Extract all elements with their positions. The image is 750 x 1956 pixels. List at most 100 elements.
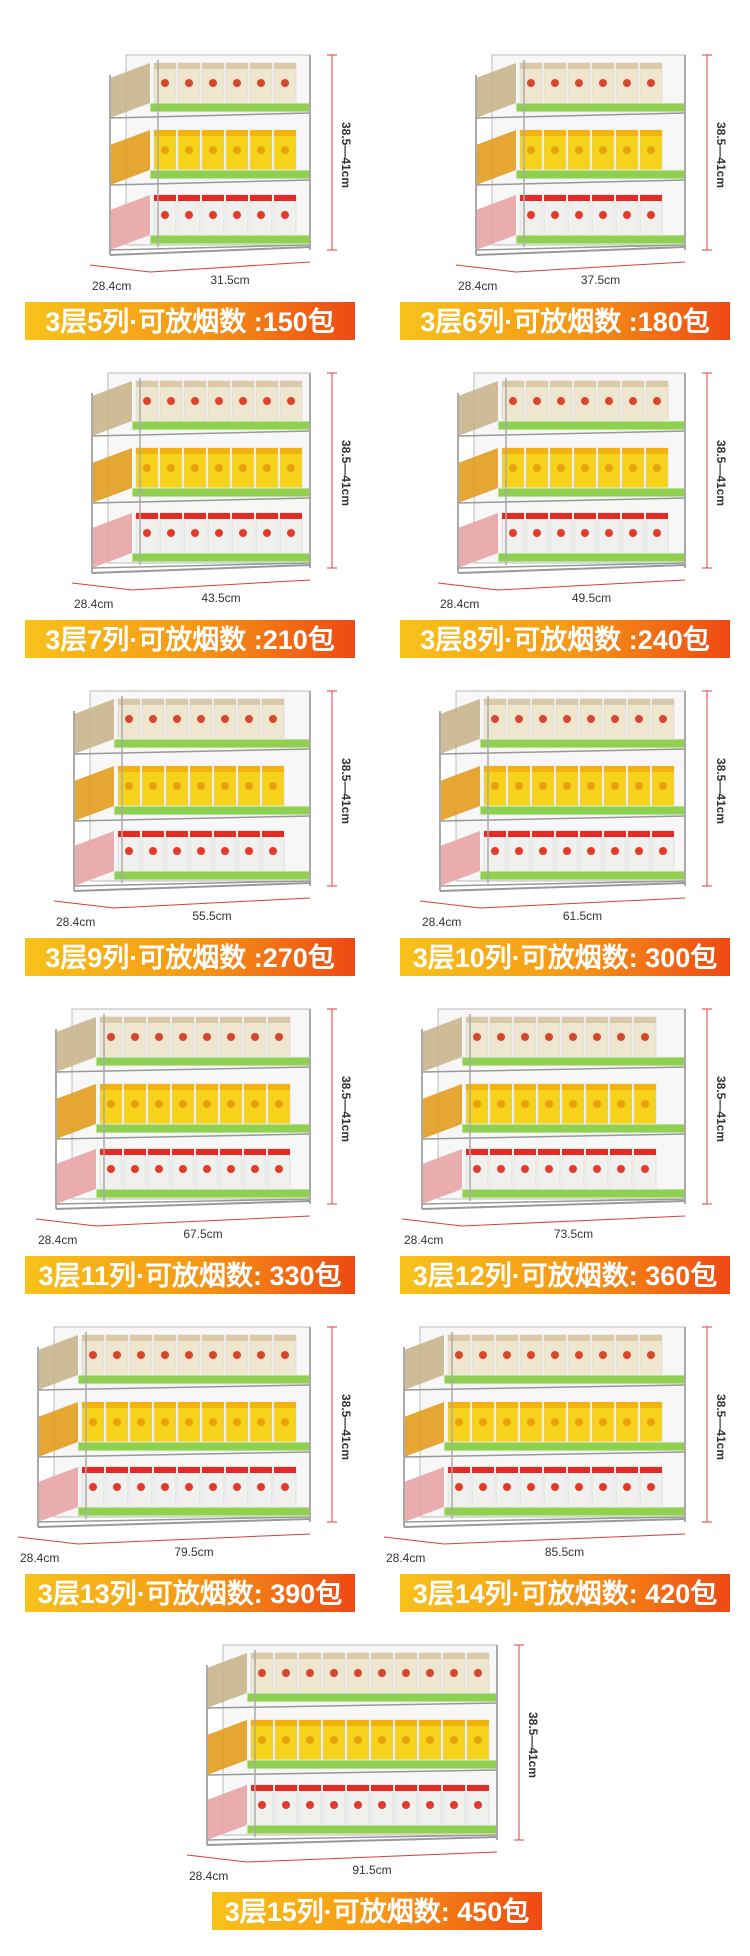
pack-logo — [521, 1033, 529, 1041]
price-strip — [95, 1056, 311, 1067]
pack-logo — [306, 1669, 314, 1677]
banner-text: 3层15列·可放烟数: 450包 — [225, 1896, 530, 1927]
pack-logo — [179, 1100, 187, 1108]
depth-label: 28.4cm — [404, 1233, 443, 1247]
product-card: 28.4cm 31.5cm 38.5—41cm 3层5列·可放烟数 :150包 — [25, 54, 355, 340]
depth-line — [455, 264, 517, 273]
pack-logo — [551, 211, 559, 219]
pack-top — [256, 513, 278, 519]
depth-line — [383, 1536, 445, 1545]
pack-logo — [599, 211, 607, 219]
pack-logo — [515, 847, 523, 855]
pack-top — [395, 1653, 417, 1659]
pack-logo — [191, 464, 199, 472]
pack-logo — [503, 1483, 511, 1491]
pack-top — [616, 195, 638, 201]
pack-logo — [131, 1033, 139, 1041]
shelf-edge — [91, 497, 311, 504]
shelf-side — [458, 513, 498, 568]
pack-top — [130, 1335, 152, 1341]
pack-logo — [587, 847, 595, 855]
depth-line — [53, 900, 115, 909]
pack-logo — [509, 529, 517, 537]
pack-top — [251, 1785, 273, 1791]
pack-top — [82, 1335, 104, 1341]
pack-top — [574, 381, 596, 387]
banner-text: 3层5列·可放烟数 :150包 — [45, 306, 335, 337]
pack-logo — [647, 211, 655, 219]
pack-top — [190, 766, 212, 772]
pack-top — [496, 1402, 518, 1408]
pack-top — [443, 1653, 465, 1659]
pack-top — [508, 766, 530, 772]
pack-logo — [450, 1801, 458, 1809]
price-strip — [515, 102, 686, 113]
pack-logo — [245, 715, 253, 723]
pack-top — [622, 448, 644, 454]
pack-top — [142, 831, 164, 837]
pack-logo — [599, 146, 607, 154]
product-card: 28.4cm 85.5cm 38.5—41cm 3层14列·可放烟数: 420包 — [383, 1326, 730, 1612]
pack-logo — [257, 146, 265, 154]
pack-logo — [527, 211, 535, 219]
height-label: 38.5—41cm — [714, 1394, 728, 1460]
pack-logo — [450, 1736, 458, 1744]
product-card: 28.4cm 67.5cm 38.5—41cm 3层11列·可放烟数: 330包 — [25, 1008, 355, 1294]
shelf-side — [74, 766, 114, 821]
pack-top — [472, 1402, 494, 1408]
shelf-side — [74, 831, 114, 886]
shelf-side — [207, 1720, 247, 1775]
pack-logo — [479, 1483, 487, 1491]
pack-top — [616, 1335, 638, 1341]
shelf-edge — [439, 815, 686, 822]
pack-logo — [287, 464, 295, 472]
pack-top — [208, 448, 230, 454]
pack-logo — [551, 1418, 559, 1426]
shelf-edge — [109, 179, 311, 186]
pack-top — [646, 381, 668, 387]
pack-top — [616, 130, 638, 136]
pack-top — [622, 513, 644, 519]
shelf-side — [404, 1467, 444, 1522]
shelf-side — [56, 1149, 96, 1204]
shelf-side — [404, 1402, 444, 1457]
price-strip — [77, 1506, 311, 1517]
depth-line — [17, 1536, 79, 1545]
pack-top — [628, 699, 650, 705]
pack-top — [100, 1084, 122, 1090]
pack-logo — [227, 1100, 235, 1108]
pack-top — [640, 1402, 662, 1408]
pack-logo — [161, 211, 169, 219]
product-card: 28.4cm 49.5cm 38.5—41cm 3层8列·可放烟数 :240包 — [400, 372, 730, 658]
pack-logo — [509, 464, 517, 472]
base — [457, 564, 686, 574]
banner-text: 3层7列·可放烟数 :210包 — [45, 624, 335, 655]
pack-top — [443, 1720, 465, 1726]
pack-top — [466, 1149, 488, 1155]
shelf-side — [422, 1084, 462, 1139]
pack-logo — [263, 529, 271, 537]
pack-top — [604, 831, 626, 837]
pack-logo — [227, 1165, 235, 1173]
pack-top — [556, 699, 578, 705]
pack-logo — [473, 1100, 481, 1108]
pack-top — [592, 195, 614, 201]
pack-logo — [617, 1033, 625, 1041]
height-label: 38.5—41cm — [526, 1712, 540, 1778]
width-label: 73.5cm — [554, 1227, 593, 1241]
pack-top — [250, 130, 272, 136]
pack-top — [556, 831, 578, 837]
pack-top — [592, 1467, 614, 1473]
pack-top — [160, 513, 182, 519]
depth-label: 28.4cm — [92, 279, 131, 293]
pack-top — [490, 1017, 512, 1023]
width-label: 31.5cm — [210, 273, 249, 287]
pack-top — [148, 1084, 170, 1090]
width-label: 49.5cm — [572, 591, 611, 605]
pack-logo — [281, 1351, 289, 1359]
pack-top — [196, 1017, 218, 1023]
pack-top — [610, 1149, 632, 1155]
pack-top — [472, 1467, 494, 1473]
pack-top — [136, 381, 158, 387]
